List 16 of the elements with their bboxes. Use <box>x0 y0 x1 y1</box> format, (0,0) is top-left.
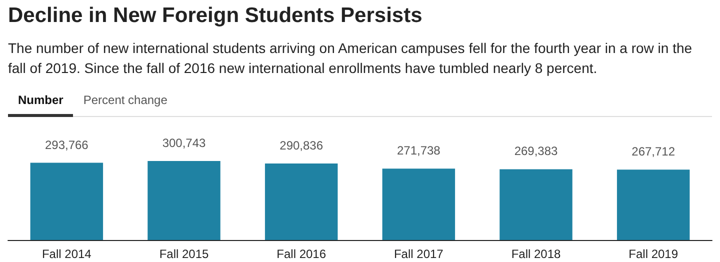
x-tick-label: Fall 2015 <box>159 247 210 261</box>
x-tick-label: Fall 2016 <box>276 247 326 261</box>
x-tick-label: Fall 2017 <box>394 247 444 261</box>
data-label: 271,738 <box>396 144 441 158</box>
x-tick-label: Fall 2014 <box>42 247 92 261</box>
data-label: 269,383 <box>514 144 558 158</box>
data-label: 293,766 <box>44 138 89 152</box>
x-tick-label: Fall 2018 <box>511 247 562 261</box>
data-label: 300,743 <box>162 136 206 150</box>
data-label: 267,712 <box>632 144 676 159</box>
chart-subtitle: The number of new international students arriving on American campuses fell for the fourth year in a row in the fall of 2019. Since the fall of 2016 new international enrollments have tumbled nearly 8 percent. <box>8 39 694 78</box>
chart-title: Decline in New Foreign Students Persists <box>8 4 422 28</box>
x-tick-label: Fall 2019 <box>628 247 678 261</box>
text: Percent change <box>82 92 168 109</box>
data-label: 290,836 <box>280 138 324 153</box>
text: Number <box>8 92 74 117</box>
